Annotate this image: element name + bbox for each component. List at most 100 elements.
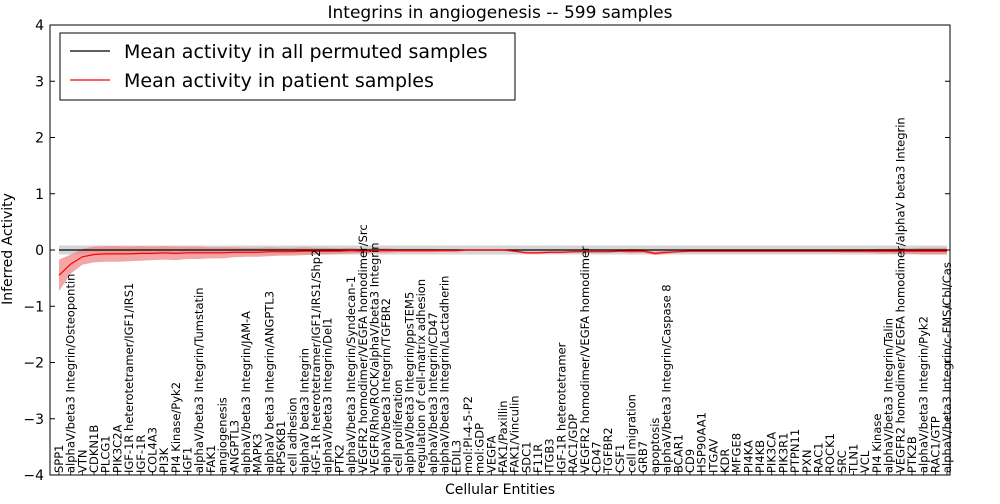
x-tick-label: PIK3C2A <box>110 424 124 473</box>
x-tick-label: VEGFR2 homodimer/VEGFA homodimer <box>578 246 592 473</box>
x-tick-label: alphaV/beta3 Integrin/Talin <box>882 318 896 473</box>
x-tick-label: IGF1 <box>181 447 195 473</box>
x-tick-label: SRC <box>835 450 849 473</box>
y-tick-label: −1 <box>23 299 44 315</box>
x-tick-label: SPP1 <box>52 445 66 474</box>
legend-box <box>59 32 516 101</box>
x-tick-label: VTN <box>75 450 89 474</box>
x-tick-label: FAK1/Vinculin <box>508 395 522 473</box>
y-tick-label: −2 <box>23 356 44 372</box>
x-tick-label: PI4 Kinase/Pyk2 <box>169 382 183 473</box>
x-tick-label: KDR <box>718 449 732 473</box>
x-tick-label: PTPN11 <box>788 429 802 473</box>
x-tick-label: alphaV/beta3 Integrin/Syndecan-1 <box>344 276 358 473</box>
x-tick-label: VEGFA <box>484 435 498 473</box>
x-tick-label: EDIL3 <box>449 440 463 473</box>
x-axis-label: Cellular Entities <box>445 482 555 498</box>
x-tick-label: TGFBR2 <box>601 427 615 474</box>
x-tick-label: VEGFR2 homodimer/VEGFA homodimer/Src <box>356 224 370 473</box>
x-tick-label: IGF-1R heterotetramer/IGF1/IRS1 <box>122 283 136 473</box>
x-tick-label: PI4 Kinase <box>870 414 884 473</box>
x-tick-label: cell migration <box>625 394 639 473</box>
legend: Mean activity in all permuted samples Me… <box>59 32 516 101</box>
x-tick-label: PTK2B <box>905 436 919 473</box>
x-tick-label: RAC1 <box>812 442 826 473</box>
x-tick-label: alphaV/beta3 Integrin/Del1 <box>321 317 335 473</box>
x-tick-label: alphaV/beta3 Integrin/c-FMS/Cbl/Cas <box>940 262 954 473</box>
x-tick-label: VEGFR2 homodimer/VEGFA homodimer/alphaV … <box>893 117 907 473</box>
y-tick-label: −3 <box>23 412 44 428</box>
x-tick-label: PI3K <box>157 447 171 473</box>
series-line-patient <box>58 249 947 276</box>
x-tick-label: CD47 <box>590 441 604 473</box>
x-tick-label: RAC1/GTP <box>928 416 942 473</box>
y-tick-label: 1 <box>35 187 44 203</box>
x-tick-label: alphaV/beta3 Integrin/TGFBR2 <box>379 298 393 473</box>
x-tick-label: PXN <box>800 450 814 473</box>
x-tick-label: alphaV beta3 Integrin <box>297 348 311 473</box>
x-tick-label: CDKN1B <box>87 425 101 473</box>
x-tick-label: alphaV beta3 Integrin/ANGPTL3 <box>262 291 276 473</box>
x-tick-label: alphaV/beta3 Integrin/JAM-A <box>239 311 253 473</box>
x-tick-label: ITGB3 <box>543 438 557 473</box>
x-tick-label: alphaV/beta3 Integrin/ppsTEM5 <box>403 292 417 473</box>
x-tick-label: GRB7 <box>636 441 650 473</box>
y-axis-label: Inferred Activity <box>0 193 16 305</box>
x-tick-label: angiogenesis <box>216 397 230 473</box>
x-tick-label: MFGE8 <box>730 433 744 473</box>
y-tick-label: 2 <box>35 131 44 147</box>
legend-label-patient: Mean activity in patient samples <box>124 70 434 92</box>
x-tick-label: SDC1 <box>519 441 533 473</box>
x-tick-label: VCL <box>858 450 872 473</box>
legend-label-permuted: Mean activity in all permuted samples <box>124 41 487 63</box>
plot-frame <box>49 24 951 476</box>
x-tick-label: alphaV/beta3 Integrin/Pyk2 <box>917 316 931 473</box>
x-tick-label: PTK2 <box>332 444 346 473</box>
x-tick-label: MAPK3 <box>251 433 265 473</box>
x-tick-label: PI4KA <box>741 440 755 473</box>
y-tick-label: 4 <box>35 18 44 34</box>
x-tick-label: RAC1/GDP <box>566 414 580 473</box>
x-tick-label: F11R <box>531 444 545 473</box>
x-tick-label: HSP90AA1 <box>695 412 709 473</box>
x-tick-label: IGF-1R <box>134 435 148 473</box>
x-tick-label: BCAR1 <box>671 434 685 473</box>
x-tick-label: FAK1 <box>204 445 218 473</box>
y-tick-label: 0 <box>35 243 44 259</box>
x-tick-label: CD9 <box>683 449 697 473</box>
x-tick-label: ANGPTL3 <box>227 420 241 473</box>
x-tick-label: alphaV/beta3 Integrin/Tumstatin <box>192 288 206 473</box>
chart-title: Integrins in angiogenesis -- 599 samples <box>328 3 673 23</box>
x-tick-label: ROCK1 <box>823 433 837 473</box>
x-tick-label: PI4KB <box>753 440 767 473</box>
x-tick-label: alphaV/beta3 Integrin/CD47 <box>426 312 440 473</box>
x-tick-label: TLN1 <box>847 444 861 474</box>
x-tick-label: mol:PI-4-5-P2 <box>461 396 475 473</box>
x-tick-label: RPS6KB1 <box>274 421 288 473</box>
x-tick-label: IGF-1R heterotetramer <box>554 342 568 473</box>
x-tick-label: cell proliferation <box>391 379 405 473</box>
x-tick-label: IGF-1R heterotetramer/IGF1/IRS1/Shp2 <box>309 250 323 473</box>
x-tick-label: apoptosis <box>648 418 662 473</box>
y-axis-ticks: −4 −3 −2 −1 0 1 2 3 4 <box>23 18 950 484</box>
x-tick-label: VEGFR/Rho/ROCK/alphaV/beta3 Integrin <box>368 243 382 474</box>
y-tick-label: −4 <box>23 468 44 484</box>
x-tick-label: CSF1 <box>613 444 627 473</box>
x-tick-label: PLCG1 <box>99 435 113 473</box>
x-tick-label: ITGAV <box>706 439 720 473</box>
x-tick-label: FAK1/Paxillin <box>496 401 510 474</box>
x-tick-label: alphaV/beta3 Integrin/Osteopontin <box>64 274 78 473</box>
y-tick-label: 3 <box>35 74 44 90</box>
x-tick-label: PIK3CA <box>765 432 779 473</box>
series-lines <box>58 249 947 276</box>
x-tick-label: COL4A3 <box>146 427 160 473</box>
x-tick-label: regulation of cell-matrix adhesion <box>414 279 428 473</box>
x-tick-label: alphaV/beta3 Integrin/Lactadherin <box>438 276 452 473</box>
x-tick-label: mol:GDP <box>473 423 487 473</box>
x-tick-label: alphaV/beta3 Integrin/Caspase 8 <box>660 284 674 473</box>
x-tick-label: cell adhesion <box>286 397 300 473</box>
x-tick-label: PIK3R1 <box>776 433 790 474</box>
